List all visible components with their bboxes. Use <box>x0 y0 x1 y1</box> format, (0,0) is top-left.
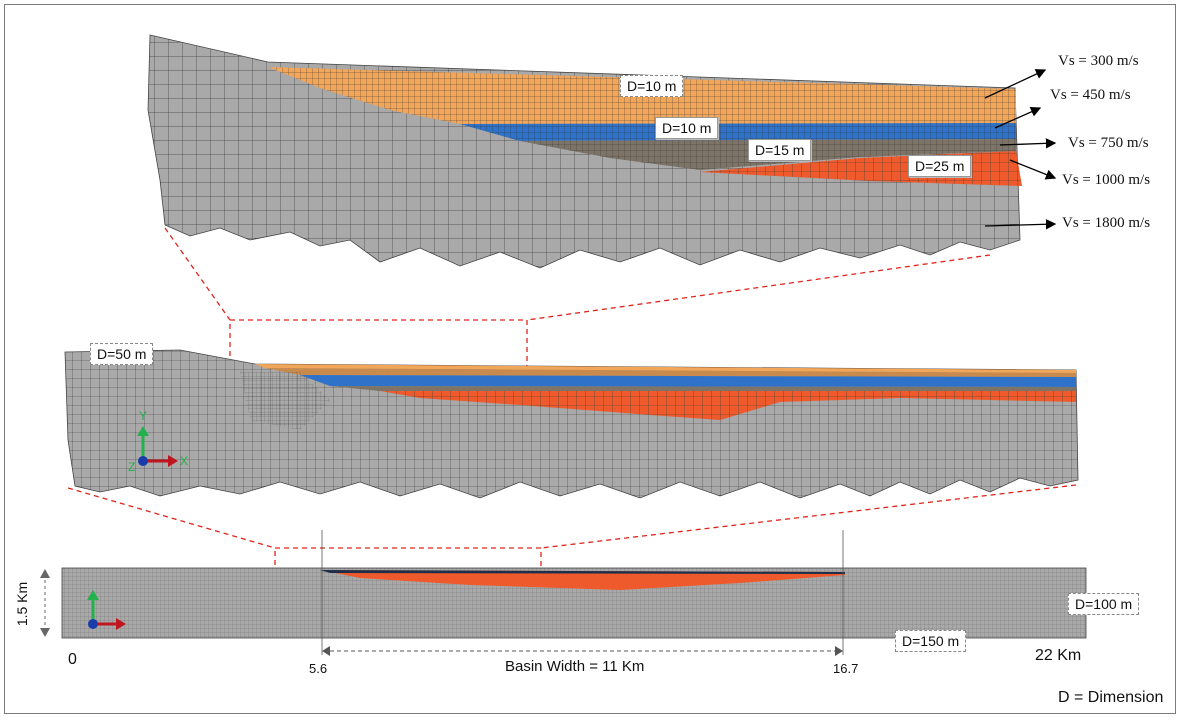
vs300-arrow <box>984 69 1047 99</box>
top-panel <box>147 34 1057 269</box>
axis-label-y: Y <box>139 409 148 423</box>
middle-layer-vs300 <box>255 364 1076 373</box>
dimension-label-upper: D=100 m <box>1068 593 1140 615</box>
height-label: 1.5 Km <box>14 581 30 627</box>
axis-label-z: Z <box>128 460 136 474</box>
dimension-label-vs300: D=10 m <box>620 75 684 97</box>
middle-layer-vs750 <box>330 386 1076 391</box>
dimension-label-vs450: D=10 m <box>655 117 719 139</box>
dimension-label-vs1000: D=25 m <box>908 155 972 177</box>
tick-label-0: 0 <box>68 651 77 668</box>
vs450-arrow <box>994 106 1042 129</box>
vs1000-arrow <box>1009 159 1057 180</box>
middle-panel <box>64 349 1079 499</box>
bottom-axes <box>87 590 126 630</box>
vs-label-1800: Vs = 1800 m/s <box>1062 215 1151 231</box>
dimension-label-vs750: D=15 m <box>748 139 812 161</box>
legend-dimension: D = Dimension <box>1058 689 1164 706</box>
middle-axes <box>137 426 178 467</box>
basin-width-label: Basin Width = 11 Km <box>505 658 645 675</box>
middle-layer-vs450 <box>300 375 1076 387</box>
tick-label-16-7: 16.7 <box>833 661 859 676</box>
vs-label-750: Vs = 750 m/s <box>1068 135 1149 151</box>
tick-label-5-6: 5.6 <box>309 661 328 676</box>
vs-label-450: Vs = 450 m/s <box>1050 87 1131 103</box>
vs-label-300: Vs = 300 m/s <box>1058 53 1139 69</box>
vs-label-1000: Vs = 1000 m/s <box>1062 172 1151 188</box>
tick-label-22km: 22 Km <box>1035 647 1082 664</box>
vs1800-arrow <box>984 219 1057 230</box>
vs750-arrow <box>999 138 1057 149</box>
bottom-basin <box>320 570 845 590</box>
axis-label-x: X <box>180 454 189 468</box>
figure-frame <box>4 4 1176 714</box>
bottom-panel <box>40 530 1087 656</box>
dimension-label-lower: D=150 m <box>895 630 967 652</box>
dimension-label-middle: D=50 m <box>90 343 154 365</box>
